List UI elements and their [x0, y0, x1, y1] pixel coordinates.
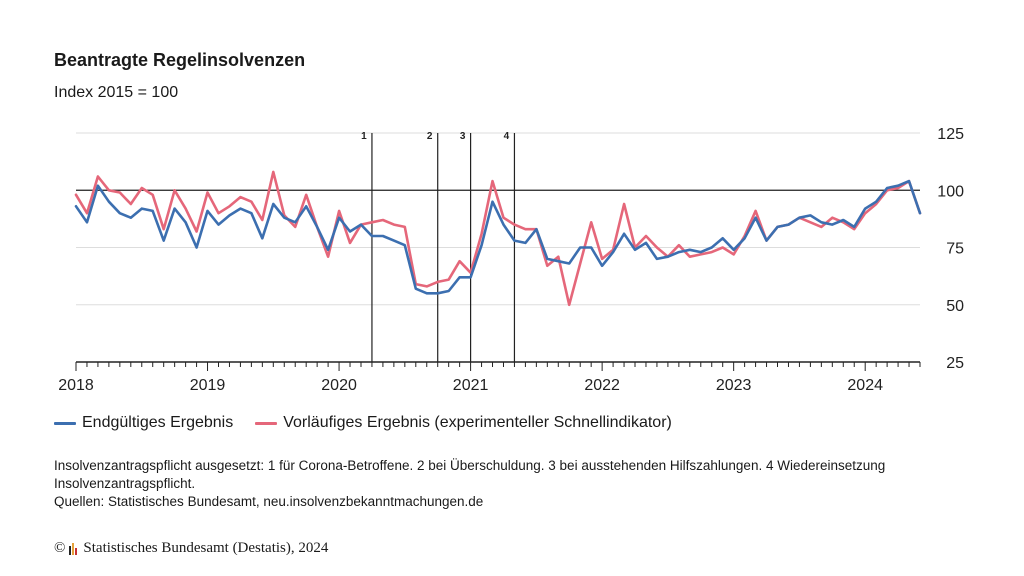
logo-bar [75, 547, 78, 555]
y-tick-label: 50 [946, 298, 964, 315]
y-tick-label: 75 [946, 241, 964, 258]
footnote-sources: Quellen: Statistisches Bundesamt, neu.in… [54, 494, 484, 509]
x-tick-label: 2023 [716, 377, 752, 394]
x-tick-label: 2024 [847, 377, 883, 394]
y-tick-label: 125 [937, 126, 964, 143]
copyright-text: Statistisches Bundesamt (Destatis), 2024 [83, 540, 329, 556]
x-tick-label: 2022 [584, 377, 620, 394]
x-tick-label: 2019 [190, 377, 226, 394]
chart-subtitle: Index 2015 = 100 [54, 84, 179, 101]
x-tick-label: 2018 [58, 377, 94, 394]
line-chart: 25 50 75 100 125 2018 2019 2020 2021 2022 2023 2024… [58, 126, 964, 394]
series-line-final [74, 179, 922, 295]
legend: Endgültiges Ergebnis Vorläufiges Ergebni… [54, 414, 694, 432]
legend-label-prelim: Vorläufiges Ergebnis (experimenteller Sc… [283, 414, 672, 431]
event-marker-label: 1 [361, 131, 367, 142]
y-tick-label: 100 [937, 183, 964, 200]
legend-label-final: Endgültiges Ergebnis [82, 414, 234, 431]
copyright-footer: © Statistisches Bundesamt (Destatis), 20… [54, 540, 328, 557]
copyright-symbol: © [54, 540, 66, 556]
logo-bar [72, 542, 75, 555]
legend-item-prelim[interactable]: Vorläufiges Ergebnis (experimenteller Sc… [255, 414, 672, 432]
footnotes: Insolvenzantragspflicht ausgesetzt: 1 fü… [54, 457, 954, 511]
legend-item-final[interactable]: Endgültiges Ergebnis [54, 414, 233, 432]
event-marker-label: 2 [427, 131, 433, 142]
legend-swatch-prelim [255, 421, 278, 425]
event-marker-label: 3 [460, 131, 466, 142]
event-marker-label: 4 [504, 131, 510, 142]
y-tick-label: 25 [946, 355, 964, 372]
series-line-prelim [74, 170, 922, 307]
x-tick-label: 2020 [321, 377, 357, 394]
x-tick-label: 2021 [453, 377, 489, 394]
legend-swatch-final [54, 421, 76, 425]
destatis-logo-icon [69, 542, 78, 555]
footnote-explanation: Insolvenzantragspflicht ausgesetzt: 1 fü… [54, 458, 886, 491]
logo-bar [69, 545, 72, 555]
chart-title: Beantragte Regelinsolvenzen [54, 50, 306, 70]
